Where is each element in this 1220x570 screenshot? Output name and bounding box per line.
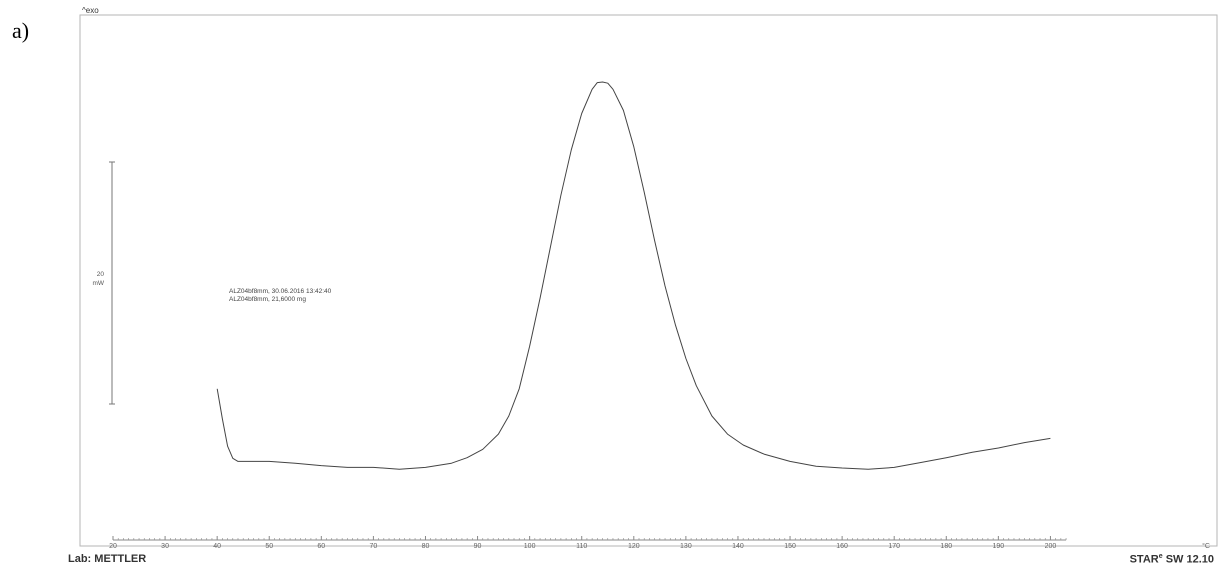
x-tick-label: 90: [474, 543, 482, 550]
sample-annotation-line-2: ALZ04bf8mm, 21,6000 mg: [229, 296, 306, 303]
x-tick-label: 100: [524, 543, 536, 550]
panel-label: a): [12, 18, 30, 43]
software-version: SW 12.10: [1162, 553, 1214, 566]
software-name: STAR: [1129, 553, 1159, 566]
x-tick-label: 130: [680, 543, 692, 550]
x-tick-label: 190: [993, 543, 1005, 550]
heat-flow-curve: [216, 81, 1051, 470]
x-tick-label: 170: [888, 543, 900, 550]
x-axis: 20 30 40 50 60 70 80 90 100 110 120 130 140 150 160 170…: [109, 536, 1067, 550]
x-tick-label: 150: [784, 543, 796, 550]
x-tick-label: 30: [161, 543, 169, 550]
exo-direction-label: ^exo: [82, 6, 99, 15]
x-axis-unit: °C: [1202, 542, 1210, 550]
lab-label: Lab: METTLER: [68, 553, 147, 565]
x-tick-label: 70: [370, 543, 378, 550]
sample-annotation-line-1: ALZ04bf8mm, 30.06.2016 13:42:40: [229, 288, 332, 295]
series-group: [216, 81, 1051, 470]
x-tick-label: 160: [836, 543, 848, 550]
x-tick-label: 140: [732, 543, 744, 550]
x-tick-label: 40: [213, 543, 221, 550]
scale-bar-unit: mW: [92, 280, 104, 287]
x-tick-label: 120: [628, 543, 640, 550]
x-tick-label: 50: [265, 543, 273, 550]
x-tick-label: 60: [317, 543, 325, 550]
software-superscript: e: [1158, 553, 1163, 560]
software-label: STARe SW 12.10: [1130, 553, 1214, 566]
x-tick-label: 20: [109, 543, 117, 550]
x-tick-label: 80: [422, 543, 430, 550]
plot-frame: [79, 14, 1218, 547]
scale-bar-value: 20: [97, 271, 105, 278]
scale-bar: 20 mW: [92, 161, 115, 405]
x-tick-label: 110: [576, 543, 587, 550]
x-tick-label: 180: [940, 543, 952, 550]
x-tick-label: 200: [1045, 543, 1057, 550]
